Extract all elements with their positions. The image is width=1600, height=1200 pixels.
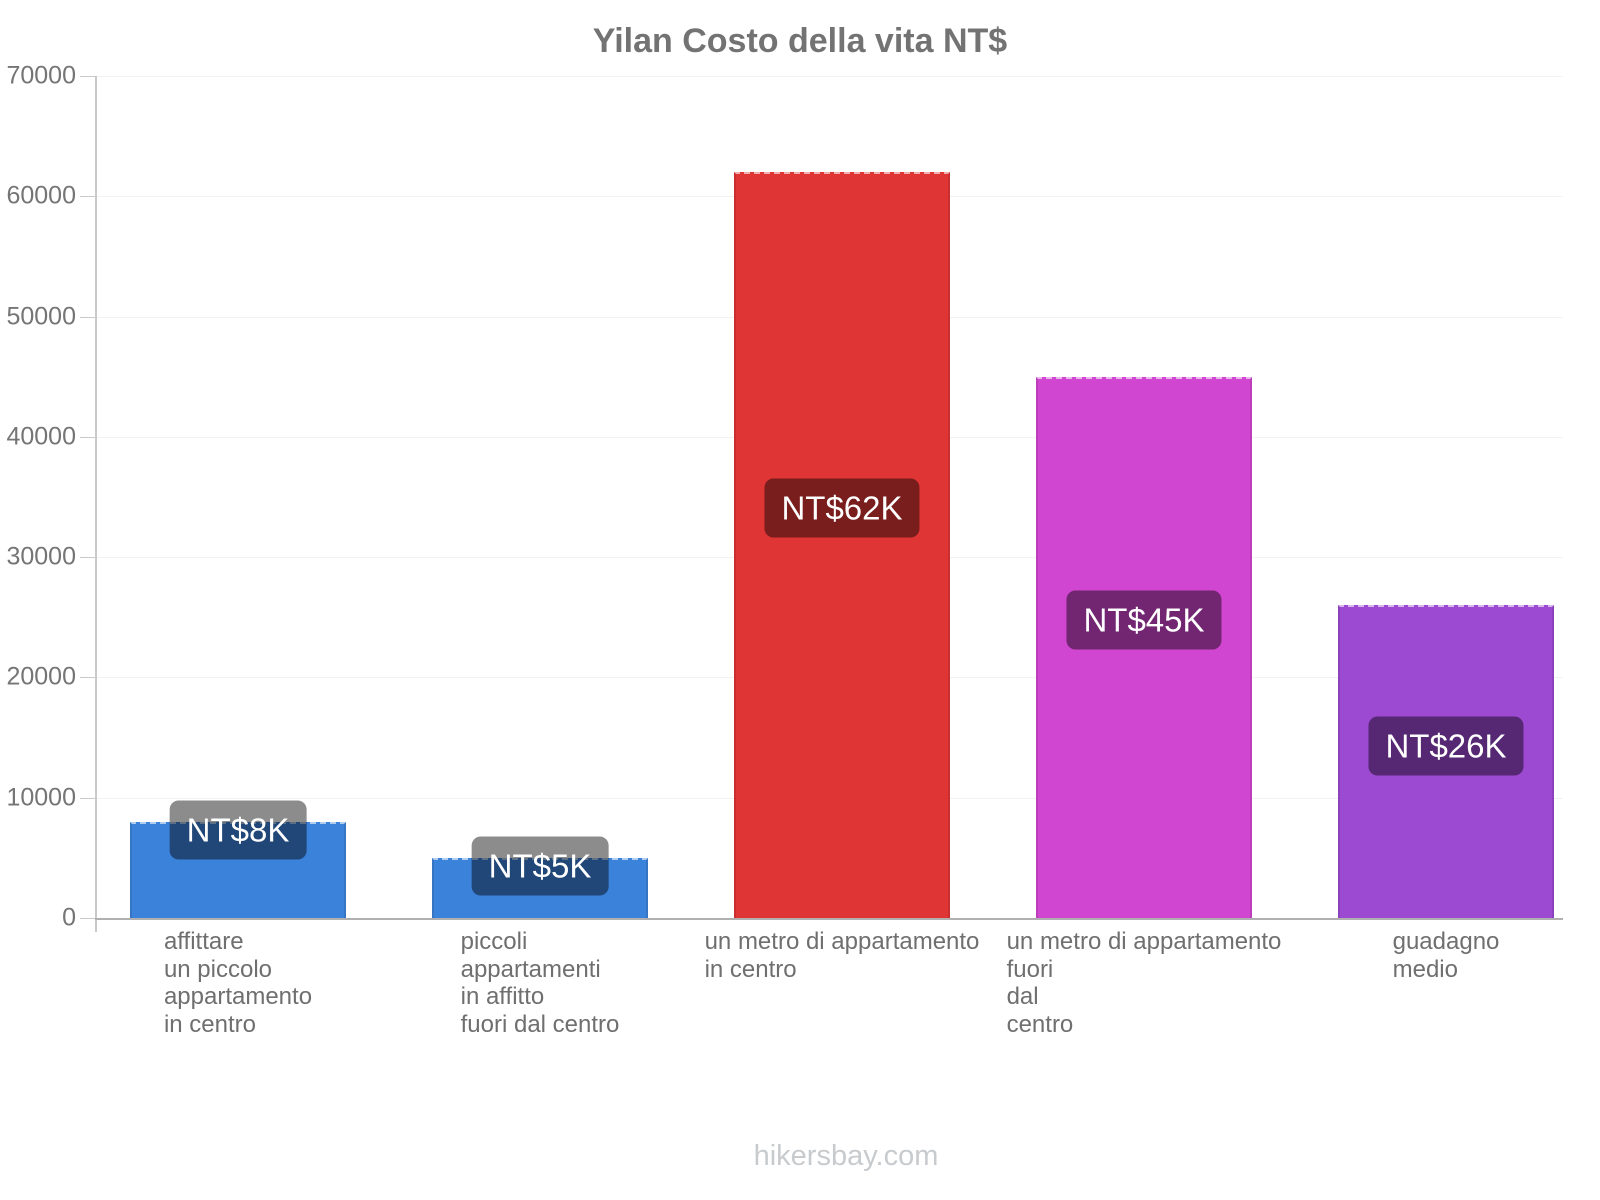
y-axis-tick <box>80 436 95 438</box>
category-label-text: affittare un piccolo appartamento in cen… <box>163 928 313 1038</box>
y-axis-tick-label: 60000 <box>6 181 76 210</box>
y-axis-line <box>95 76 97 932</box>
y-axis-tick <box>80 316 95 318</box>
y-axis-tick-label: 70000 <box>6 61 76 90</box>
category-label-text: piccoli appartamenti in affitto fuori da… <box>460 928 620 1038</box>
category-label: un metro di appartamento in centro <box>672 928 1012 983</box>
y-axis-tick <box>80 196 95 198</box>
bar-value-badge: NT$45K <box>1066 590 1222 650</box>
y-axis-tick <box>80 918 95 919</box>
bar <box>1338 605 1554 918</box>
bar <box>432 857 648 918</box>
x-axis-line <box>95 918 1563 920</box>
y-axis-tick-label: 50000 <box>6 302 76 331</box>
category-label: un metro di appartamento fuori dal centr… <box>974 928 1314 1038</box>
category-label-text: un metro di appartamento in centro <box>704 928 980 983</box>
y-axis-tick-label: 30000 <box>6 542 76 571</box>
y-axis-tick-label: 10000 <box>6 783 76 812</box>
chart-title: Yilan Costo della vita NT$ <box>592 22 1008 60</box>
y-axis-tick <box>80 76 95 77</box>
bar <box>130 821 346 918</box>
bar <box>1036 376 1252 918</box>
y-axis-tick-label: 40000 <box>6 422 76 451</box>
bar-value-badge: NT$26K <box>1368 716 1524 776</box>
y-axis-tick <box>80 797 95 799</box>
category-label-text: guadagno medio <box>1392 928 1500 983</box>
bar-value-badge: NT$62K <box>764 478 920 538</box>
y-gridline <box>95 76 1563 77</box>
bar-value-badge: NT$5K <box>471 836 609 896</box>
bar <box>734 172 950 918</box>
bar-value-badge: NT$8K <box>169 800 307 860</box>
category-label: piccoli appartamenti in affitto fuori da… <box>370 928 710 1038</box>
category-label: affittare un piccolo appartamento in cen… <box>68 928 408 1038</box>
category-label-text: un metro di appartamento fuori dal centr… <box>1006 928 1282 1038</box>
y-axis-tick-label: 20000 <box>6 662 76 691</box>
footer-watermark: hikersbay.com <box>753 1140 939 1172</box>
y-axis-tick <box>80 677 95 679</box>
y-axis-tick-label: 0 <box>62 903 76 932</box>
y-axis-tick <box>80 557 95 559</box>
category-label: guadagno medio <box>1276 928 1600 983</box>
